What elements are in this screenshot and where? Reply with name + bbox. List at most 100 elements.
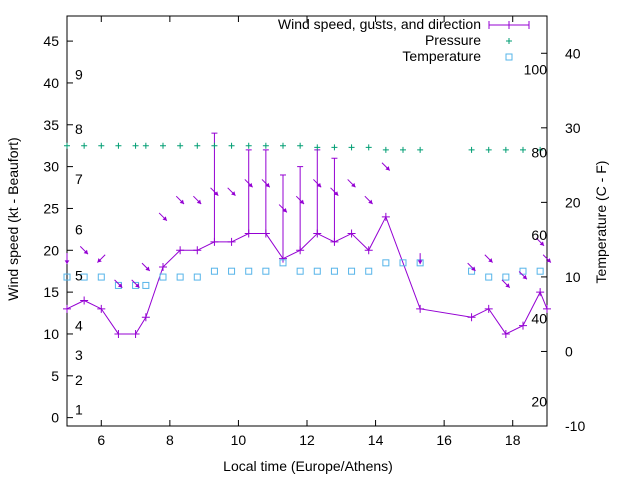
legend-pressure-label: Pressure — [425, 32, 481, 48]
x-tick-label: 12 — [299, 432, 315, 448]
fahrenheit-label: 40 — [531, 311, 547, 327]
x-axis-label: Local time (Europe/Athens) — [223, 458, 393, 474]
temperature-point — [485, 273, 493, 281]
pressure-point — [115, 142, 122, 149]
temperature-point — [210, 267, 218, 275]
direction-arrow-head — [351, 182, 356, 188]
pressure-point — [520, 146, 526, 153]
y-tick-label: 10 — [43, 326, 59, 342]
wind-point — [210, 237, 219, 246]
legend-temperature-label: Temperature — [402, 48, 481, 64]
y2-tick-label: 40 — [565, 45, 581, 61]
wind-point — [519, 321, 527, 330]
x-tick-label: 14 — [368, 432, 384, 448]
pressure-point — [142, 142, 149, 149]
pressure-point — [211, 142, 218, 149]
y2-tick-label: 10 — [565, 269, 581, 285]
wind-point — [80, 296, 89, 305]
temperature-point — [262, 267, 270, 275]
direction-arrow-head — [64, 260, 70, 265]
beaufort-label: 7 — [75, 171, 83, 187]
x-tick-label: 18 — [505, 432, 521, 448]
pressure-point — [64, 142, 70, 149]
temperature-point — [279, 259, 287, 267]
legend-temperature-marker — [505, 53, 513, 61]
x-tick-label: 16 — [436, 432, 452, 448]
pressure-point — [132, 142, 139, 149]
pressure-series — [64, 142, 544, 153]
direction-arrow-head — [522, 274, 527, 280]
beaufort-label: 2 — [75, 372, 83, 388]
wind-point — [416, 304, 425, 313]
pressure-point — [314, 144, 321, 151]
direction-arrow-head — [117, 283, 123, 288]
wind-point — [313, 229, 322, 238]
temperature-point — [348, 267, 356, 275]
temperature-point — [176, 273, 184, 281]
beaufort-label: 6 — [75, 221, 83, 237]
pressure-point — [297, 142, 304, 149]
pressure-point — [160, 142, 166, 149]
wind-point — [364, 246, 373, 255]
direction-arrow-head — [299, 199, 305, 204]
wind-direction-arrows — [64, 162, 552, 288]
pressure-point — [228, 142, 235, 149]
wind-point — [114, 329, 123, 338]
pressure-point — [485, 146, 492, 153]
fahrenheit-label: 20 — [531, 393, 547, 409]
legend-wind-label: Wind speed, gusts, and direction — [278, 16, 481, 32]
pressure-point — [98, 142, 105, 149]
wind-point — [467, 313, 476, 322]
temperature-point — [502, 273, 510, 281]
beaufort-label: 4 — [75, 318, 83, 334]
beaufort-label: 5 — [75, 267, 83, 283]
wind-series — [63, 212, 551, 338]
temperature-point — [193, 273, 201, 281]
wind-point — [381, 212, 390, 221]
temperature-point — [296, 267, 304, 275]
fahrenheit-label: 60 — [531, 227, 547, 243]
wind-point — [501, 329, 510, 338]
y2-tick-label: 20 — [565, 194, 581, 210]
temperature-point — [519, 267, 527, 275]
pressure-point — [177, 142, 184, 149]
direction-arrow-head — [368, 199, 373, 204]
temperature-series — [63, 259, 544, 289]
wind-point — [131, 329, 140, 338]
direction-arrow-head — [97, 258, 102, 263]
legend-wind-ends — [488, 21, 530, 29]
direction-arrow-head — [505, 283, 510, 288]
temperature-point — [245, 267, 253, 275]
legend-marks — [488, 21, 530, 61]
y2-tick-label: -10 — [565, 418, 585, 434]
x-tick-label: 6 — [97, 432, 105, 448]
x-tick-label: 8 — [166, 432, 174, 448]
wind-point — [97, 304, 106, 313]
y2-tick-label: 0 — [565, 343, 573, 359]
wind-point — [63, 304, 71, 313]
pressure-point — [468, 146, 475, 153]
direction-arrow-head — [316, 182, 322, 188]
direction-arrow-head — [488, 258, 493, 263]
wind-point — [484, 304, 493, 313]
temperature-point — [399, 259, 407, 267]
direction-arrow-head — [385, 166, 390, 171]
plot-frame — [66, 15, 548, 427]
fahrenheit-label: 80 — [531, 144, 547, 160]
temperature-point — [365, 267, 373, 275]
wind-point — [330, 237, 339, 246]
direction-arrow-head — [231, 191, 236, 196]
direction-arrow-head — [471, 266, 476, 271]
pressure-point — [280, 142, 286, 149]
y2-axis-label: Temperature (C - F) — [593, 161, 609, 284]
pressure-point — [331, 144, 338, 151]
direction-arrow-head — [213, 191, 219, 196]
wind-point — [536, 288, 545, 297]
y-tick-label: 30 — [43, 159, 59, 175]
temperature-point — [142, 281, 150, 289]
y-tick-label: 25 — [43, 200, 59, 216]
direction-arrow-head — [162, 216, 167, 221]
pressure-point — [365, 144, 372, 151]
direction-arrow-head — [546, 258, 551, 263]
y-tick-label: 35 — [43, 117, 59, 133]
